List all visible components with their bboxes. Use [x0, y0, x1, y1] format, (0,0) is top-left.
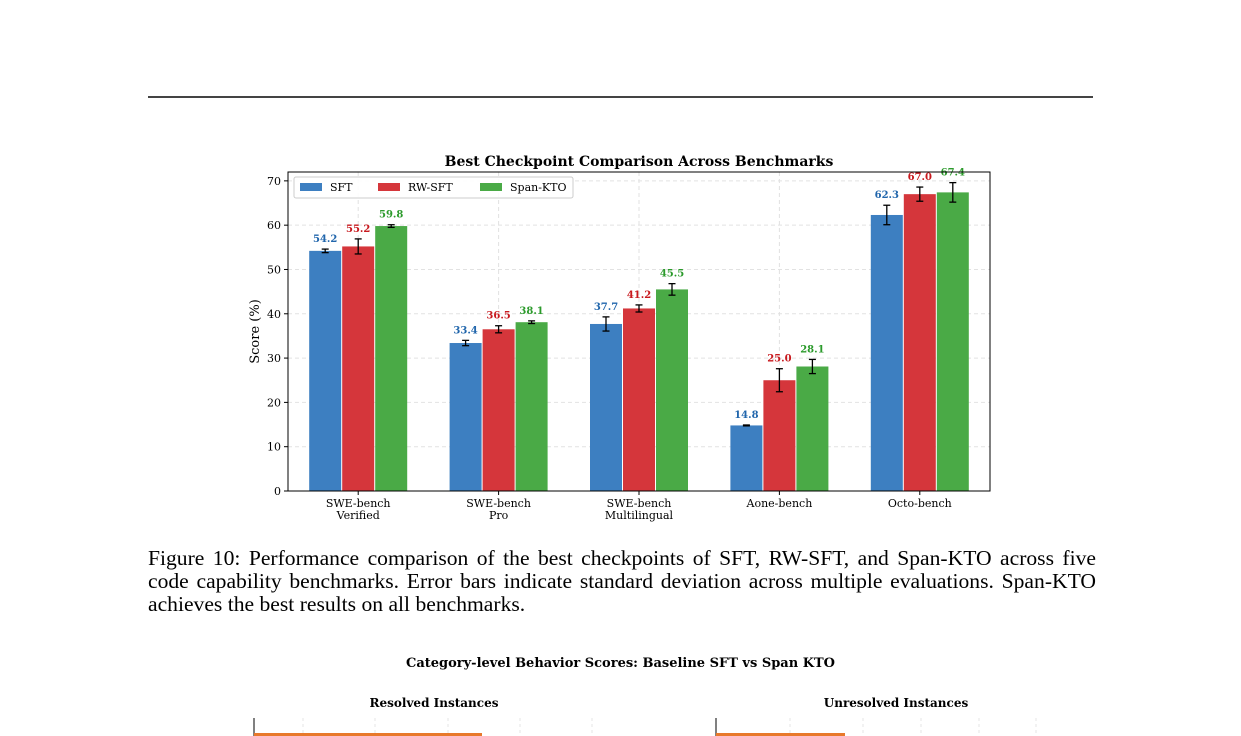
unresolved-panel-title: Unresolved Instances	[823, 696, 969, 710]
y-tick-label: 40	[267, 308, 281, 321]
benchmark-bar-chart: Best Checkpoint Comparison Across Benchm…	[248, 154, 991, 522]
bar-span-kto	[515, 322, 548, 491]
value-label: 41.2	[627, 290, 651, 301]
y-tick-label: 30	[267, 352, 281, 365]
legend-swatch	[300, 183, 322, 191]
y-tick-label: 0	[274, 485, 281, 498]
bar-sft	[730, 425, 763, 491]
y-tick-label: 20	[267, 396, 281, 409]
x-tick-label: SWE-bench	[326, 497, 391, 510]
bar-span-kto	[936, 192, 969, 491]
page-header-rule	[148, 96, 1093, 98]
resolved-gridlines	[302, 718, 593, 736]
bar-rw-sft	[763, 380, 796, 491]
value-label: 33.4	[453, 325, 477, 336]
x-tick-label: SWE-bench	[466, 497, 531, 510]
bar-span-kto	[656, 289, 688, 491]
y-tick-label: 60	[267, 219, 281, 232]
figure-caption: Figure 10: Performance comparison of the…	[148, 546, 1096, 616]
value-label: 67.4	[941, 168, 965, 179]
value-label: 54.2	[313, 234, 337, 245]
value-label: 28.1	[800, 344, 824, 355]
x-tick-label: Pro	[489, 509, 509, 522]
bar-sft	[309, 250, 342, 491]
y-tick-label: 50	[267, 263, 281, 276]
bar-rw-sft	[342, 246, 375, 491]
legend-label: SFT	[330, 181, 353, 194]
value-label: 45.5	[660, 269, 684, 280]
bar-sft	[870, 214, 903, 492]
value-label: 67.0	[908, 172, 932, 183]
bar-span-kto	[375, 226, 408, 491]
value-label: 25.0	[767, 354, 791, 365]
x-tick-label: SWE-bench	[607, 497, 672, 510]
value-label: 55.2	[346, 224, 370, 235]
value-label: 14.8	[734, 410, 758, 421]
value-label: 36.5	[486, 311, 510, 322]
bar-rw-sft	[903, 194, 936, 491]
value-label: 38.1	[519, 306, 543, 317]
bar-sft	[449, 343, 482, 491]
x-tick-label: Octo-bench	[888, 497, 952, 510]
y-tick-label: 70	[267, 175, 281, 188]
chart-title: Best Checkpoint Comparison Across Benchm…	[445, 154, 834, 170]
unresolved-gridlines	[789, 718, 1037, 736]
legend-label: Span-KTO	[510, 181, 567, 194]
x-tick-label: Multilingual	[605, 509, 674, 522]
value-label: 62.3	[875, 190, 899, 201]
bar-sft	[590, 323, 622, 491]
x-tick-label: Aone-bench	[746, 497, 813, 510]
legend-swatch	[378, 183, 400, 191]
resolved-panel-title: Resolved Instances	[369, 696, 499, 710]
value-label: 59.8	[379, 210, 403, 221]
y-tick-label: 10	[267, 441, 281, 454]
legend-label: RW-SFT	[408, 181, 453, 194]
value-label: 37.7	[594, 302, 618, 313]
bar-span-kto	[796, 366, 829, 491]
bar-rw-sft	[623, 308, 655, 491]
legend-swatch	[480, 183, 502, 191]
legend-box	[293, 176, 574, 199]
bar-rw-sft	[482, 329, 515, 491]
y-axis-label: Score (%)	[248, 299, 263, 364]
figure2-title: Category-level Behavior Scores: Baseline…	[405, 656, 836, 671]
x-tick-label: Verified	[336, 509, 380, 522]
